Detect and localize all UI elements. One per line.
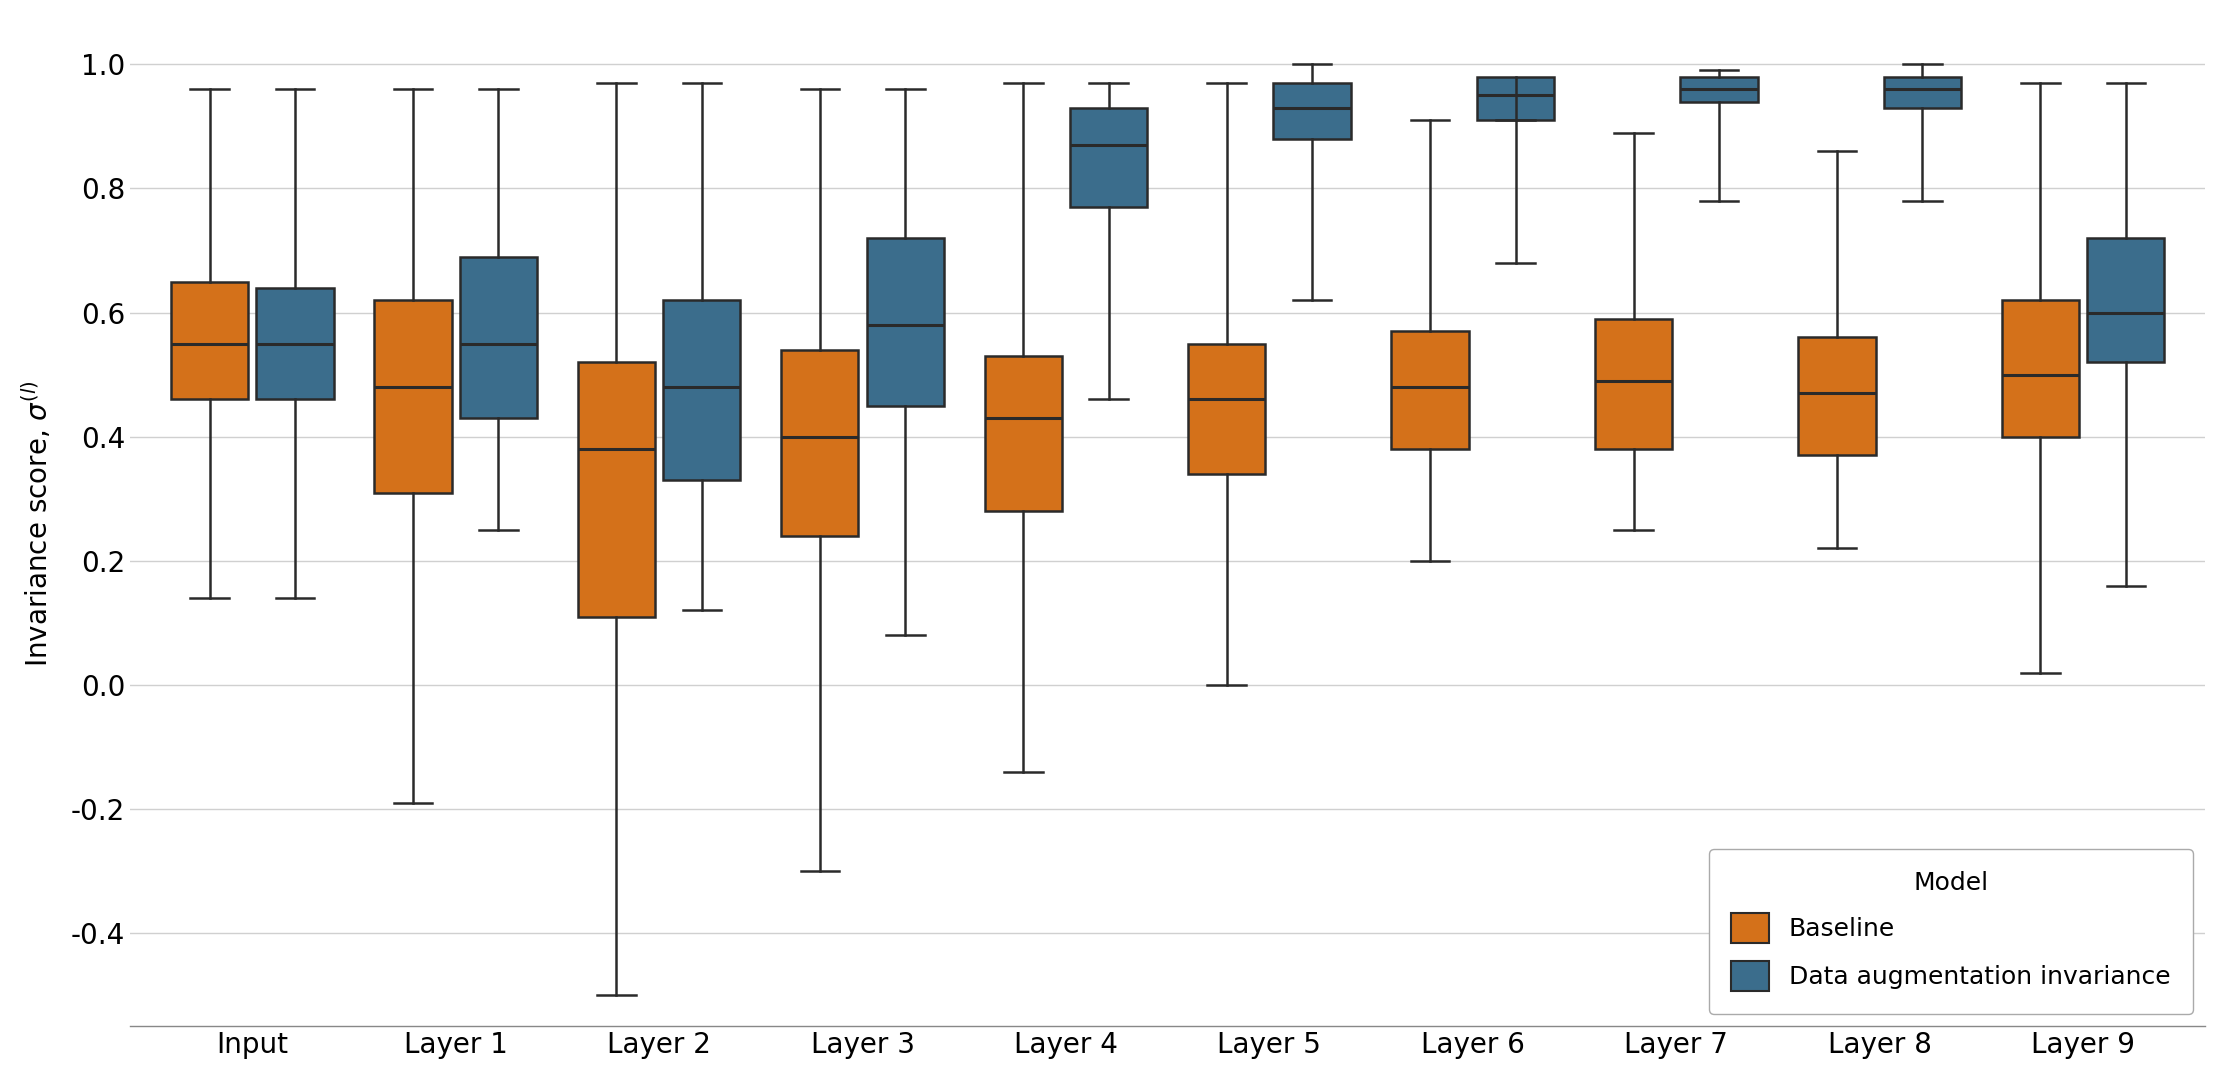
PathPatch shape xyxy=(2088,238,2164,362)
Legend: Baseline, Data augmentation invariance: Baseline, Data augmentation invariance xyxy=(1710,849,2193,1014)
PathPatch shape xyxy=(866,238,944,406)
PathPatch shape xyxy=(1883,77,1961,108)
PathPatch shape xyxy=(1273,83,1351,138)
PathPatch shape xyxy=(1071,108,1146,207)
PathPatch shape xyxy=(256,287,334,400)
PathPatch shape xyxy=(1391,332,1469,449)
PathPatch shape xyxy=(1476,77,1554,120)
PathPatch shape xyxy=(663,300,741,481)
PathPatch shape xyxy=(1799,337,1877,456)
PathPatch shape xyxy=(171,282,247,400)
Y-axis label: Invariance score, $\sigma^{(l)}$: Invariance score, $\sigma^{(l)}$ xyxy=(20,380,53,667)
PathPatch shape xyxy=(1681,77,1759,102)
PathPatch shape xyxy=(781,350,859,536)
PathPatch shape xyxy=(461,257,536,418)
PathPatch shape xyxy=(1594,319,1672,449)
PathPatch shape xyxy=(2001,300,2079,436)
PathPatch shape xyxy=(1189,343,1264,474)
PathPatch shape xyxy=(984,356,1062,511)
PathPatch shape xyxy=(579,362,654,617)
PathPatch shape xyxy=(374,300,452,492)
